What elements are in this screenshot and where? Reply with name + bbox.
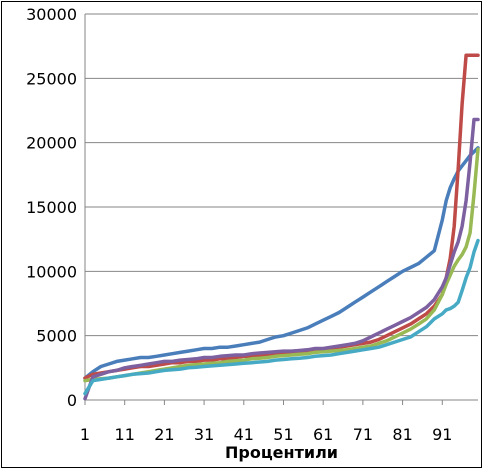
x-tick-label: 81 <box>392 425 412 444</box>
series-line-1 <box>83 146 480 380</box>
y-tick-label: 5000 <box>36 327 77 346</box>
x-tick-label: 91 <box>432 425 452 444</box>
y-tick-label: 15000 <box>26 198 77 217</box>
x-tick-label: 71 <box>353 425 373 444</box>
x-axis-title: Процентили <box>225 443 338 462</box>
y-tick-label: 30000 <box>26 5 77 24</box>
x-tick-label: 51 <box>273 425 293 444</box>
x-tick-label: 31 <box>194 425 214 444</box>
x-tick-label: 61 <box>313 425 333 444</box>
series-line-4 <box>83 117 480 401</box>
y-tick-label: 20000 <box>26 134 77 153</box>
x-tick-label: 21 <box>154 425 174 444</box>
x-tick-label: 11 <box>115 425 135 444</box>
y-tick-label: 0 <box>67 391 77 410</box>
x-tick-label: 1 <box>80 425 90 444</box>
series-line-5 <box>83 238 480 396</box>
x-tick-label: 41 <box>234 425 254 444</box>
y-tick-label: 10000 <box>26 262 77 281</box>
y-tick-label: 25000 <box>26 69 77 88</box>
